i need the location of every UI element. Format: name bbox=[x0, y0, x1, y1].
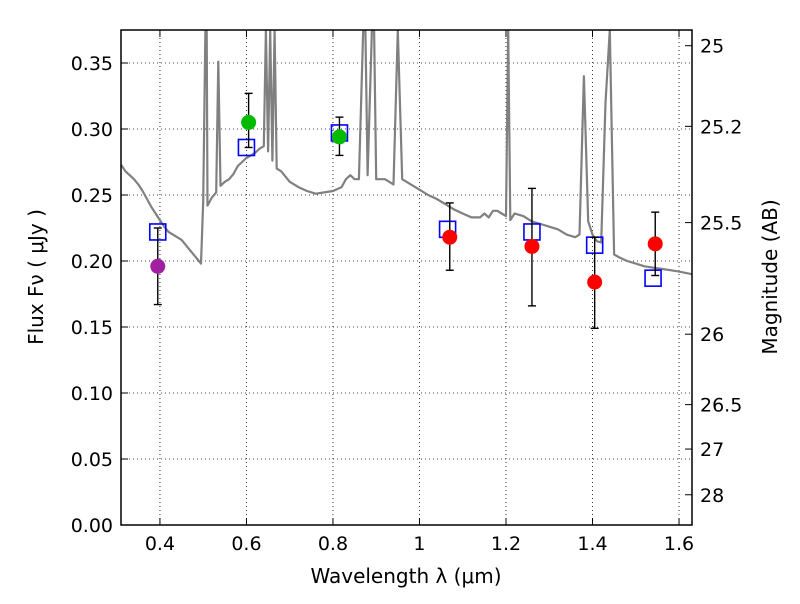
y2-axis-label: Magnitude (AB) bbox=[758, 199, 782, 354]
y-tick-label: 0.05 bbox=[71, 449, 113, 471]
x-tick-label: 1.4 bbox=[577, 533, 607, 555]
axes: 0.4 0.6 0.8 1 1.2 1.4 1.6 0.00 0.05 0.10 0.15 0.20 0… bbox=[71, 30, 742, 555]
y2-tick-label: 28 bbox=[700, 485, 724, 507]
x-tick-label: 1.6 bbox=[664, 533, 694, 555]
y-tick-label: 0.35 bbox=[71, 53, 113, 75]
y2-tick-label: 26.5 bbox=[700, 395, 742, 417]
observed-flux-point bbox=[587, 274, 603, 290]
x-axis-label: Wavelength λ (μm) bbox=[310, 564, 501, 588]
gridlines bbox=[121, 30, 692, 526]
observed-flux-point bbox=[442, 229, 458, 245]
plot-frame bbox=[120, 29, 693, 526]
observed-flux-point bbox=[150, 258, 166, 274]
plot-area bbox=[121, 30, 692, 330]
y2-tick-label: 25.5 bbox=[700, 213, 742, 235]
x-tick-label: 0.4 bbox=[145, 533, 175, 555]
x-tick-label: 1 bbox=[413, 533, 425, 555]
observed-flux-point bbox=[241, 114, 257, 130]
y-axis-label: Flux Fν ( μJy ) bbox=[24, 209, 48, 345]
y-tick-label: 0.20 bbox=[71, 251, 113, 273]
y2-tick-label: 26 bbox=[700, 324, 724, 346]
observed-flux-point bbox=[524, 238, 540, 254]
y-tick-label: 0.30 bbox=[71, 119, 113, 141]
observed-flux-point bbox=[331, 129, 347, 145]
y2-tick-label: 27 bbox=[700, 439, 724, 461]
y2-tick-label: 25.2 bbox=[700, 116, 742, 138]
y-tick-label: 0.10 bbox=[71, 383, 113, 405]
x-tick-label: 1.2 bbox=[491, 533, 521, 555]
x-tick-label: 0.6 bbox=[231, 533, 261, 555]
model-sed-line bbox=[121, 30, 692, 276]
x-tick-label: 0.8 bbox=[318, 533, 348, 555]
observed-flux-point bbox=[647, 236, 663, 252]
y-tick-label: 0.15 bbox=[71, 317, 113, 339]
y2-tick-label: 25 bbox=[700, 36, 724, 58]
y-tick-label: 0.00 bbox=[71, 515, 113, 537]
model-photometry-marker bbox=[237, 138, 256, 157]
y-tick-label: 0.25 bbox=[71, 185, 113, 207]
model-photometry-marker bbox=[644, 269, 662, 287]
